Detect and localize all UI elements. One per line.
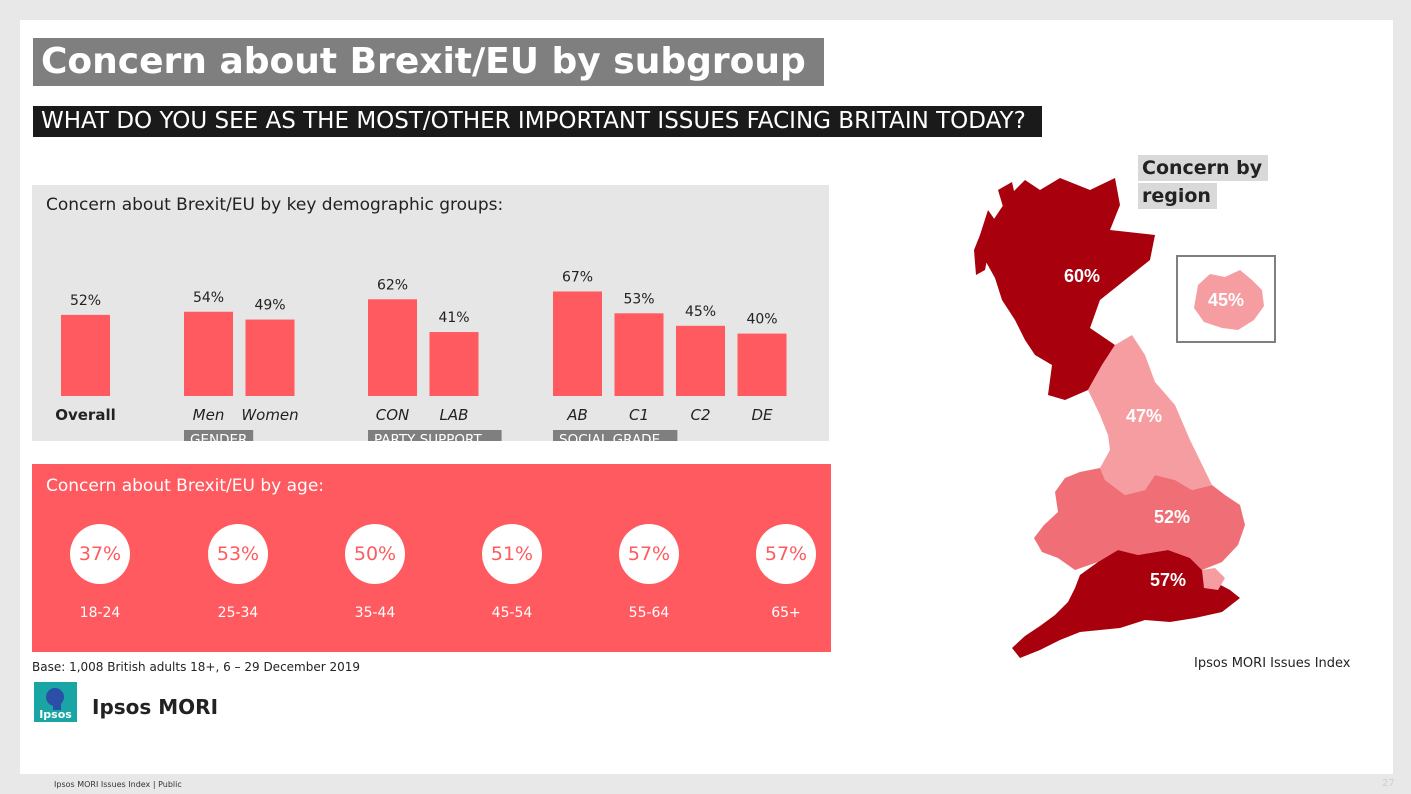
age-label: 35-44 [354, 605, 396, 621]
demographics-bar-chart: 52% Overall 54% Men 49% Women GENDER 62% CON 41% L… [55, 269, 787, 441]
page-number: 27 [1382, 778, 1395, 789]
brand-name: Ipsos MORI [92, 695, 219, 719]
group-label-party-support: PARTY SUPPORT [374, 432, 482, 441]
bar-value-women: 49% [254, 298, 285, 314]
bar-value-overall: 52% [70, 293, 101, 309]
bar-women [245, 319, 295, 396]
bar-c2 [676, 325, 725, 396]
bar-category-c1: C1 [629, 406, 649, 424]
age-value-circle: 53% [208, 524, 268, 584]
bar-category-overall: Overall [55, 406, 116, 424]
bar-value-de: 40% [746, 312, 777, 328]
bar-lab [429, 332, 479, 396]
map-title-line1: Concern by [1138, 155, 1269, 181]
map-source: Ipsos MORI Issues Index [1194, 656, 1351, 671]
bar-value-c2: 45% [685, 304, 716, 320]
age-label: 18-24 [79, 605, 121, 621]
age-value-circle: 50% [345, 524, 405, 584]
bar-value-men: 54% [193, 290, 224, 306]
map-region-scotland [980, 178, 1155, 400]
group-label-bg-social-grade [553, 430, 678, 441]
logo-text: Ipsos [39, 708, 72, 721]
age-label: 25-34 [217, 605, 259, 621]
map-region-south [1012, 550, 1240, 658]
bar-value-c1: 53% [623, 291, 654, 307]
region-value-south: 57% [1150, 570, 1186, 590]
map-title: Concern by region [1138, 155, 1269, 211]
uk-map: 60% 47% 52% 57% 45% [940, 150, 1340, 670]
bar-category-de: DE [751, 406, 773, 424]
bar-de [737, 333, 787, 396]
map-london-dot [1202, 568, 1225, 590]
age-value-circle: 57% [619, 524, 679, 584]
region-value-london: 45% [1208, 290, 1244, 310]
age-panel: Concern about Brexit/EU by age: 37% 18-24… [32, 464, 831, 652]
age-label: 65+ [771, 605, 801, 621]
page-title: Concern about Brexit/EU by subgroup [33, 38, 824, 86]
age-value-circle: 57% [756, 524, 816, 584]
bar-category-ab: AB [566, 406, 588, 424]
bar-category-men: Men [193, 406, 225, 424]
region-value-north: 47% [1126, 406, 1162, 426]
bar-con [368, 299, 417, 396]
bar-value-con: 62% [377, 277, 408, 293]
age-label: 55-64 [628, 605, 670, 621]
group-label-social-grade: SOCIAL GRADE [559, 432, 660, 441]
map-title-line2: region [1138, 183, 1217, 209]
logo-mark-stem [53, 700, 61, 710]
bar-category-lab: LAB [440, 406, 469, 424]
bar-men [184, 311, 233, 396]
bar-ab [553, 291, 602, 396]
region-value-scotland: 60% [1064, 266, 1100, 286]
map-island-hebrides [974, 210, 995, 275]
bar-overall [61, 314, 110, 396]
base-note: Base: 1,008 British adults 18+, 6 – 29 D… [32, 660, 361, 674]
age-value-circle: 37% [70, 524, 130, 584]
ipsos-logo: Ipsos [34, 682, 77, 722]
bar-category-c2: C2 [690, 406, 710, 424]
age-label: 45-54 [491, 605, 533, 621]
group-label-gender: GENDER [190, 432, 247, 441]
bar-value-lab: 41% [438, 310, 469, 326]
bar-category-women: Women [241, 406, 298, 424]
age-value-circle: 51% [482, 524, 542, 584]
map-region-midlands [1034, 468, 1245, 570]
group-label-bg-gender [184, 430, 254, 441]
age-heading: Concern about Brexit/EU by age: [46, 476, 325, 496]
region-value-midlands: 52% [1154, 507, 1190, 527]
demographics-panel: Concern about Brexit/EU by key demograph… [32, 185, 829, 441]
map-region-north [1088, 335, 1212, 495]
map-region-london [1194, 270, 1264, 330]
page-subtitle: WHAT DO YOU SEE AS THE MOST/OTHER IMPORT… [33, 106, 1042, 137]
demographics-heading: Concern about Brexit/EU by key demograph… [46, 195, 504, 215]
bar-category-con: CON [376, 406, 410, 424]
map-island-west [998, 182, 1016, 210]
bar-c1 [614, 313, 664, 396]
bar-value-ab: 67% [562, 269, 593, 285]
group-label-bg-party-support [368, 430, 502, 441]
footer-text: Ipsos MORI Issues Index | Public [54, 780, 182, 789]
